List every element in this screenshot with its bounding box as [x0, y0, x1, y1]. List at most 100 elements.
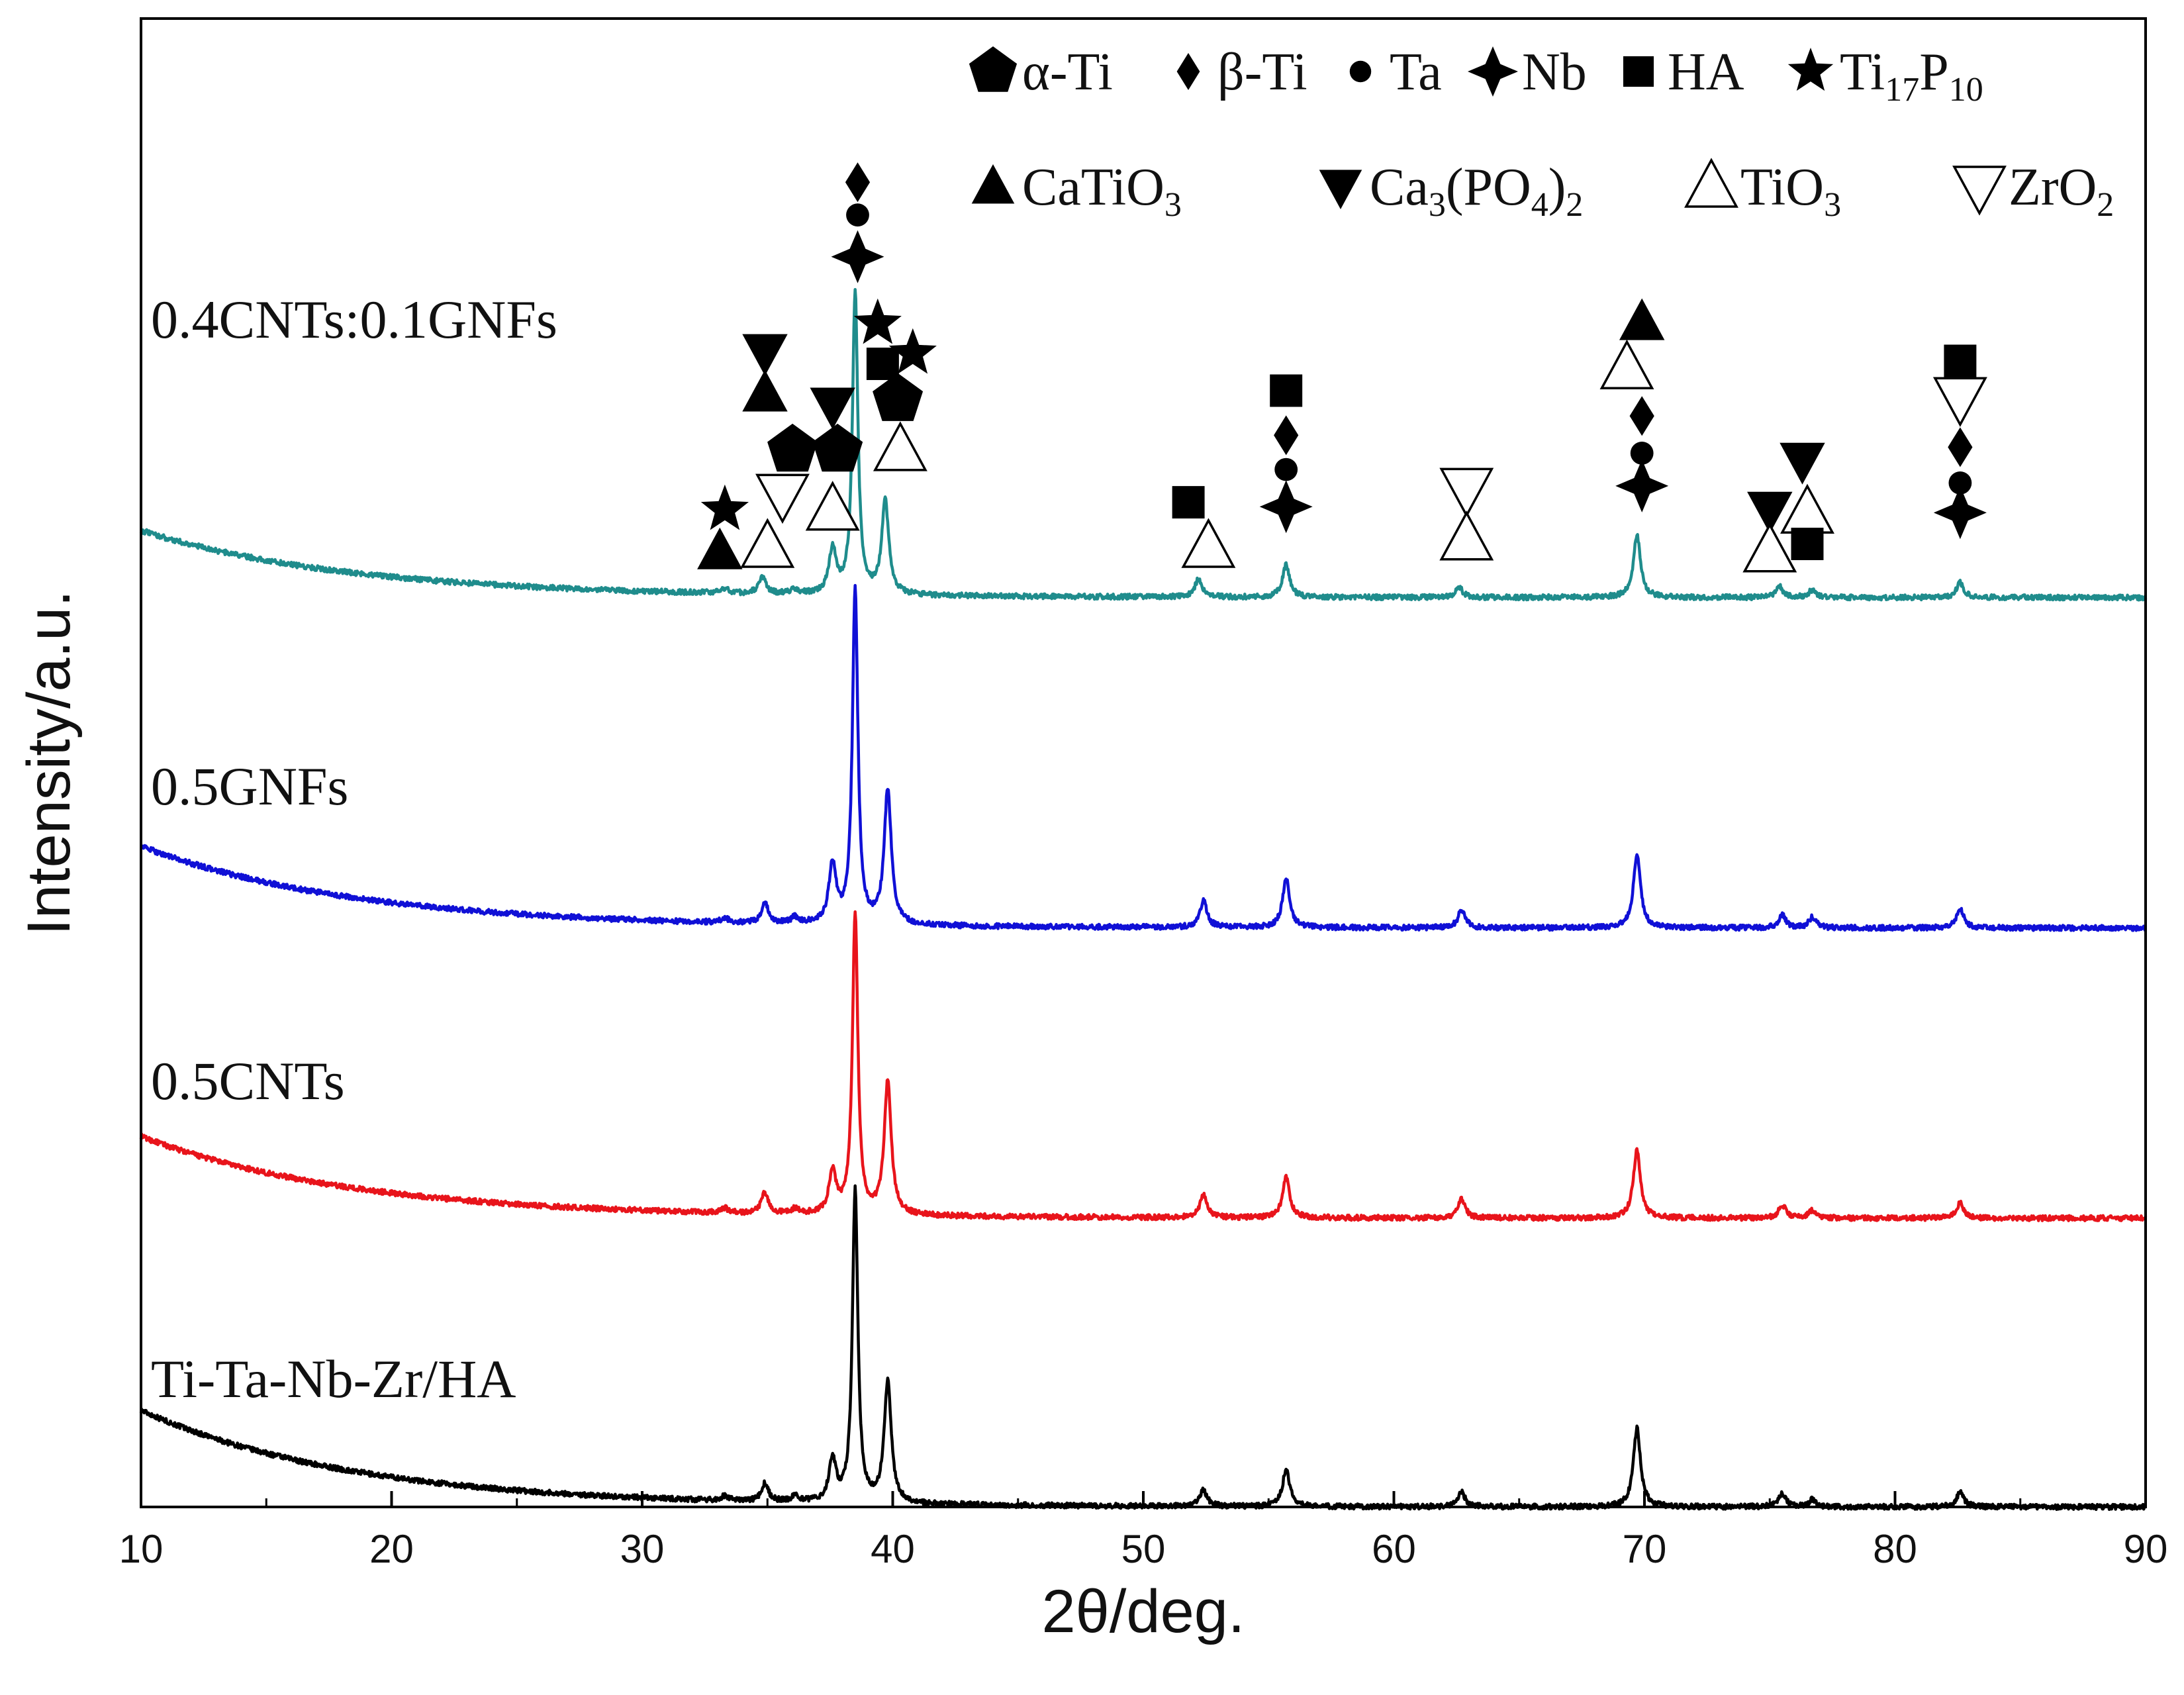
legend-label-part: Nb — [1522, 43, 1587, 101]
series-label-0-5cnts: 0.5CNTs — [151, 1051, 345, 1111]
legend-marker-triangle-up-filled — [971, 164, 1015, 204]
annotation-star-filled — [700, 484, 749, 530]
annotation-four-point-star-filled — [831, 230, 884, 283]
legend-marker-circle-filled — [1349, 60, 1372, 83]
annotation-four-point-star-filled — [1615, 459, 1669, 512]
series-labels: Ti-Ta-Nb-Zr/HA 0.5CNTs 0.5GNFs 0.4CNTs:0.1G… — [151, 289, 557, 1409]
annotation-circle-filled — [846, 203, 869, 227]
annotation-square-filled — [1791, 528, 1824, 560]
annotation-pentagon-filled — [873, 373, 924, 421]
annotation-diamond-filled — [1948, 427, 1973, 467]
x-tick-label-10: 10 — [119, 1527, 164, 1571]
legend-marker-star-filled — [1787, 48, 1834, 91]
annotation-triangle-down-filled — [1747, 491, 1793, 534]
annotation-circle-filled — [1274, 458, 1298, 481]
legend-marker-pentagon-filled — [969, 46, 1018, 92]
legend-label-zro2: ZrO2 — [2009, 158, 2114, 224]
annotation-four-point-star-filled — [1933, 486, 1987, 540]
x-tick-label-80: 80 — [1873, 1527, 1917, 1571]
legend-label-ta: Ta — [1390, 43, 1442, 101]
x-tick-label-30: 30 — [620, 1527, 665, 1571]
annotation-circle-filled — [1630, 442, 1654, 465]
legend-label-part: TiO — [1740, 158, 1824, 217]
annotation-triangle-down-open — [1439, 467, 1494, 518]
series-line-ti-ta-nb-zr-ha — [139, 1184, 2147, 1512]
legend-label-part: α-Ti — [1022, 43, 1113, 101]
legend-label-nb: Nb — [1522, 43, 1587, 101]
legend-label-part: HA — [1668, 43, 1744, 101]
annotation-triangle-down-filled — [810, 387, 855, 430]
legend-marker-triangle-down-open — [1952, 166, 2007, 216]
legend-label-part: Ta — [1390, 43, 1442, 101]
x-axis-ticks: 10 20 30 40 50 60 70 80 90 — [119, 1491, 2168, 1571]
legend-label-ti: α-Ti — [1022, 43, 1113, 101]
annotation-star-filled — [853, 298, 902, 344]
annotation-triangle-up-open — [740, 518, 795, 568]
annotation-pentagon-filled — [812, 423, 863, 472]
x-tick-label-90: 90 — [2124, 1527, 2168, 1571]
legend-label-part: 2 — [1566, 186, 1583, 224]
annotation-diamond-filled — [1629, 396, 1654, 436]
legend-label-part: 3 — [1429, 186, 1446, 224]
annotation-triangle-up-open — [1181, 518, 1236, 568]
series-line-0-5gnfs — [140, 583, 2147, 932]
legend-label-part: 3 — [1824, 186, 1841, 224]
legend-label-tio3: TiO3 — [1740, 158, 1841, 224]
annotation-triangle-down-filled — [1780, 442, 1825, 485]
x-tick-label-40: 40 — [871, 1527, 915, 1571]
annotation-triangle-down-open — [1932, 377, 1987, 427]
legend-marker-diamond-filled — [1176, 53, 1200, 90]
legend-label-ti: β-Ti — [1217, 43, 1307, 101]
series-label-ti-ta-nb-zr-ha: Ti-Ta-Nb-Zr/HA — [151, 1349, 516, 1409]
legend-label-part: β-Ti — [1217, 43, 1307, 101]
annotation-triangle-up-filled — [1619, 298, 1665, 340]
annotation-triangle-up-open — [873, 421, 927, 471]
legend-label-part: ) — [1548, 158, 1566, 217]
annotation-square-filled — [866, 348, 899, 380]
legend-label-part: P — [1919, 43, 1949, 101]
annotation-star-filled — [888, 328, 937, 374]
annotation-four-point-star-filled — [1259, 480, 1313, 534]
legend-label-catio3: CaTiO3 — [1022, 158, 1182, 224]
legend-label-ti17p10: Ti17P10 — [1840, 43, 1983, 109]
legend-marker-square-filled — [1623, 56, 1654, 87]
annotation-triangle-up-filled — [742, 369, 788, 412]
annotation-triangle-up-open — [1742, 522, 1797, 573]
series-label-0-4cnts-0-1gnfs: 0.4CNTs:0.1GNFs — [151, 289, 557, 350]
x-tick-label-20: 20 — [369, 1527, 414, 1571]
annotation-square-filled — [1944, 344, 1977, 377]
series-line-0-5cnts — [139, 910, 2148, 1222]
annotation-triangle-up-open — [1599, 339, 1654, 390]
legend-label-part: 2 — [2097, 186, 2114, 224]
annotation-circle-filled — [1948, 471, 1972, 495]
series-layer — [139, 287, 2148, 1512]
y-axis-title: Intensity/a.u. — [15, 590, 83, 936]
legend-label-part: 17 — [1885, 71, 1919, 109]
plot-frame — [140, 17, 2147, 1508]
annotation-triangle-up-filled — [697, 527, 743, 569]
annotation-square-filled — [1270, 374, 1303, 407]
annotation-square-filled — [1172, 486, 1205, 519]
legend-label-part: 4 — [1531, 186, 1548, 224]
annotation-diamond-filled — [845, 162, 871, 203]
x-axis-title: 2θ/deg. — [1042, 1578, 1245, 1645]
series-line-0-4cnts-0-1gnfs — [139, 287, 2148, 602]
legend-label-part: (PO — [1446, 158, 1531, 217]
legend-marker-triangle-down-filled — [1319, 170, 1362, 209]
legend-label-part: 3 — [1164, 186, 1182, 224]
annotation-triangle-down-open — [755, 473, 810, 524]
annotation-triangle-up-open — [805, 481, 860, 531]
legend-label-part: 10 — [1949, 71, 1983, 109]
x-tick-label-70: 70 — [1623, 1527, 1667, 1571]
peak-annotations — [697, 162, 1987, 573]
annotation-diamond-filled — [1274, 415, 1299, 456]
legend-label-part: Ti — [1840, 43, 1885, 101]
legend-marker-four-point-star-filled — [1468, 46, 1518, 97]
legend-label-ha: HA — [1668, 43, 1744, 101]
legend-label-part: CaTiO — [1022, 158, 1164, 217]
legend-label-part: Ca — [1370, 158, 1429, 217]
legend-label-part: ZrO — [2009, 158, 2097, 217]
legend-label-ca3-po4-2: Ca3(PO4)2 — [1370, 158, 1583, 224]
annotation-pentagon-filled — [767, 423, 818, 472]
